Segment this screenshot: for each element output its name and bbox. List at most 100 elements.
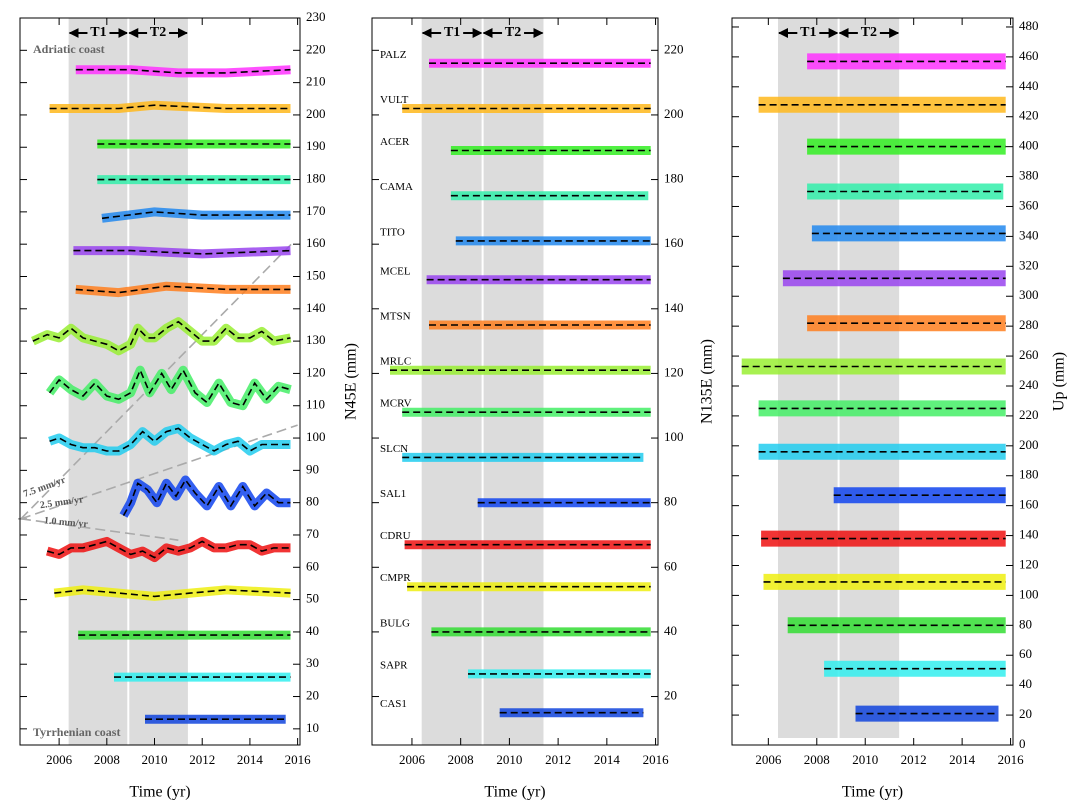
y-tick-label: 80: [1019, 616, 1032, 631]
x-axis-label: Time (yr): [484, 784, 545, 801]
station-trend: [49, 427, 291, 452]
station-trend: [49, 104, 291, 110]
y-axis-label: N135E (mm): [699, 339, 716, 424]
y-tick-label: 50: [306, 591, 319, 606]
period-label: T1: [800, 25, 816, 40]
station-trend: [48, 368, 291, 407]
coast-label: Adriatic coast: [33, 42, 105, 56]
station-label: CAMA: [380, 181, 413, 193]
x-tick-label: 2006: [399, 752, 426, 767]
y-tick-label: 20: [664, 688, 677, 703]
y-tick-label: 160: [664, 235, 684, 250]
x-tick-label: 2014: [949, 752, 976, 767]
y-tick-label: 380: [1019, 168, 1039, 183]
x-tick-label: 2012: [189, 752, 215, 767]
y-tick-label: 60: [1019, 646, 1032, 661]
y-tick-label: 260: [1019, 347, 1039, 362]
rate-label: 7.5 mm/yr: [22, 474, 68, 500]
y-tick-label: 80: [664, 494, 677, 509]
y-tick-label: 220: [1019, 407, 1039, 422]
station-trend: [101, 211, 291, 220]
y-tick-label: 360: [1019, 197, 1039, 212]
y-tick-label: 120: [1019, 556, 1039, 571]
y-tick-label: 100: [1019, 586, 1039, 601]
y-tick-label: 460: [1019, 48, 1039, 63]
station-label: BULG: [380, 617, 410, 629]
y-axis-label: Up (mm): [1051, 352, 1068, 411]
station-label: CAS1: [380, 698, 407, 710]
station-trend: [75, 285, 291, 294]
y-tick-label: 60: [306, 558, 319, 573]
coast-label: Tyrrhenian coast: [33, 725, 120, 739]
period-shade: [421, 18, 483, 745]
station-label: MCRV: [380, 398, 412, 410]
rate-line: [20, 424, 298, 520]
y-tick-label: 300: [1019, 287, 1039, 302]
station-label: CDRU: [380, 530, 411, 542]
y-tick-label: 210: [306, 74, 326, 89]
x-tick-label: 2012: [901, 752, 927, 767]
y-tick-label: 40: [1019, 676, 1032, 691]
x-tick-label: 2016: [285, 752, 312, 767]
y-tick-label: 60: [664, 558, 677, 573]
y-tick-label: 140: [306, 300, 326, 315]
rate-line: [20, 518, 179, 541]
station-trend: [75, 68, 291, 74]
x-tick-label: 2010: [496, 752, 522, 767]
y-tick-label: 280: [1019, 317, 1039, 332]
y-tick-label: 200: [1019, 437, 1039, 452]
x-tick-label: 2006: [755, 752, 782, 767]
y-tick-label: 180: [664, 171, 684, 186]
y-tick-label: 100: [664, 429, 684, 444]
x-tick-label: 2014: [594, 752, 621, 767]
station-label: PALZ: [380, 49, 407, 61]
x-axis-label: Time (yr): [129, 784, 190, 801]
station-label: MRLC: [380, 356, 411, 368]
period-label: T2: [505, 25, 521, 40]
y-tick-label: 100: [306, 429, 326, 444]
y-tick-label: 0: [1019, 736, 1026, 751]
station-label: MTSN: [380, 310, 411, 322]
y-tick-label: 240: [1019, 377, 1039, 392]
y-tick-label: 40: [664, 623, 677, 638]
station-label: ACER: [380, 136, 410, 148]
y-tick-label: 160: [1019, 497, 1039, 512]
period-label: T1: [90, 25, 106, 40]
y-tick-label: 320: [1019, 257, 1039, 272]
station-label: SLCN: [380, 443, 408, 455]
y-tick-label: 70: [306, 526, 319, 541]
period-label-bg: [147, 25, 170, 41]
y-tick-label: 120: [664, 364, 684, 379]
period-label-bg: [441, 25, 464, 41]
y-tick-label: 190: [306, 138, 326, 153]
y-tick-label: 90: [306, 461, 319, 476]
y-tick-label: 180: [1019, 467, 1039, 482]
station-trend: [46, 540, 291, 559]
x-tick-label: 2016: [643, 752, 670, 767]
y-tick-label: 20: [1019, 706, 1032, 721]
station-scatter: [73, 246, 291, 259]
station-label: SAPR: [380, 659, 408, 671]
y-tick-label: 110: [306, 397, 325, 412]
y-tick-label: 30: [306, 655, 319, 670]
y-tick-label: 200: [664, 106, 684, 121]
y-tick-label: 400: [1019, 138, 1039, 153]
y-tick-label: 140: [1019, 527, 1039, 542]
x-tick-label: 2008: [804, 752, 830, 767]
station-label: TITO: [380, 226, 405, 238]
x-tick-label: 2008: [94, 752, 120, 767]
x-tick-label: 2010: [142, 752, 168, 767]
x-tick-label: 2014: [237, 752, 264, 767]
y-tick-label: 140: [664, 300, 684, 315]
x-axis-label: Time (yr): [842, 784, 903, 801]
rate-label: 1.0 mm/yr: [44, 515, 89, 530]
y-tick-label: 440: [1019, 78, 1039, 93]
y-tick-label: 180: [306, 171, 326, 186]
y-tick-label: 170: [306, 203, 326, 218]
x-tick-label: 2010: [852, 752, 878, 767]
y-tick-label: 130: [306, 332, 326, 347]
y-tick-label: 20: [306, 688, 319, 703]
y-tick-label: 40: [306, 623, 319, 638]
